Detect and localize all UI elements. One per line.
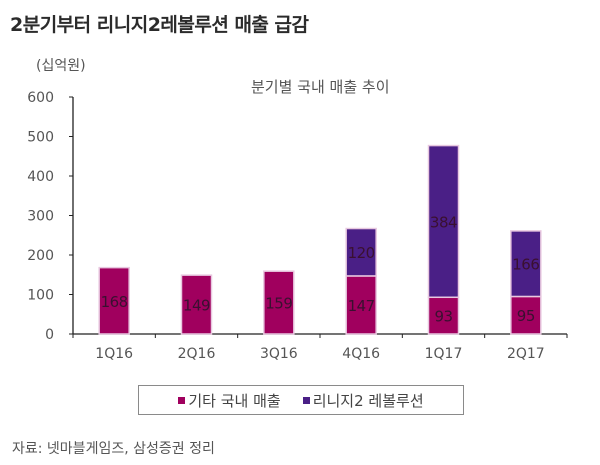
legend-swatch-icon	[302, 396, 310, 404]
bar-lineage2	[427, 144, 460, 299]
bar-other-domestic	[510, 295, 542, 335]
data-label: 93	[434, 308, 452, 326]
legend-label: 리니지2 레볼루션	[312, 391, 424, 410]
data-label: 168	[101, 293, 128, 311]
bar-lineage2	[510, 230, 542, 298]
legend-item-other-domestic: 기타 국내 매출	[178, 390, 281, 411]
x-tick-label: 4Q16	[342, 346, 380, 362]
legend: 기타 국내 매출 리니지2 레볼루션	[138, 385, 464, 415]
data-label: 159	[265, 295, 292, 313]
page-title: 2분기부터 리니지2레볼루션 매출 급감	[10, 14, 309, 36]
y-tick-label: 400	[27, 169, 54, 185]
chart-title: 분기별 국내 매출 추이	[251, 78, 390, 96]
data-label: 149	[183, 297, 210, 315]
legend-item-lineage2: 리니지2 레볼루션	[302, 390, 424, 411]
data-label: 147	[348, 297, 375, 315]
bar-chart: 0 100 200 300 400 500 600 168 1Q16 149 2Q16 159 3Q16…	[27, 90, 568, 362]
bar-other-domestic	[98, 266, 130, 335]
data-label: 95	[517, 307, 535, 325]
data-label: 166	[512, 256, 539, 274]
y-tick-label: 200	[27, 248, 54, 264]
x-tick-label: 2Q16	[178, 346, 216, 362]
y-tick-label: 300	[27, 209, 54, 225]
legend-label: 기타 국내 매출	[188, 391, 281, 410]
y-tick-label: 0	[45, 327, 54, 343]
x-tick-label: 2Q17	[507, 346, 545, 362]
legend-swatch-icon	[178, 396, 186, 404]
x-tick-label: 1Q17	[425, 346, 463, 362]
source-note: 자료: 넷마블게임즈, 삼성증권 정리	[12, 441, 215, 457]
y-tick-label: 500	[27, 130, 54, 146]
bar-other-domestic	[180, 274, 213, 335]
bar-lineage2	[345, 227, 377, 277]
bar-other-domestic	[263, 270, 295, 335]
y-tick-label: 600	[27, 90, 54, 106]
x-tick-label: 3Q16	[260, 346, 298, 362]
y-axis-unit-label: (십억원)	[36, 58, 86, 74]
x-tick-label: 1Q16	[95, 346, 133, 362]
y-tick-label: 100	[27, 288, 54, 304]
bar-other-domestic	[427, 296, 460, 335]
data-label: 384	[430, 213, 457, 231]
data-label: 120	[348, 244, 375, 262]
